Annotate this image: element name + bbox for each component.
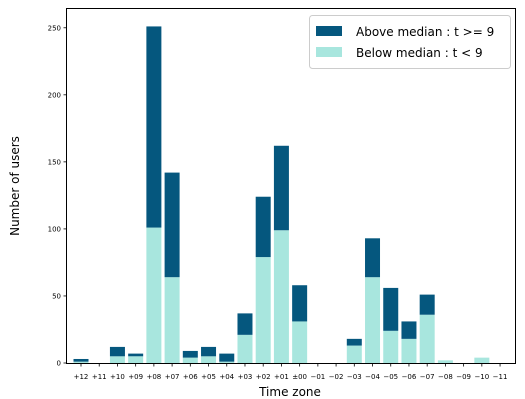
bar-above-median-m05 <box>383 287 399 331</box>
x-tick-label-pm00: ±00 <box>292 373 307 381</box>
x-axis-label: Time zone <box>258 385 321 399</box>
x-tick-label-m08: −08 <box>438 373 453 381</box>
y-tick-label-150: 150 <box>48 158 61 166</box>
legend-box <box>309 15 511 69</box>
bar-above-median-pm00 <box>292 285 308 322</box>
x-tick-label-p11: +11 <box>92 373 107 381</box>
x-tick-label-m07: −07 <box>420 373 435 381</box>
bar-above-median-p03 <box>237 313 253 335</box>
bar-above-median-m04 <box>365 238 381 278</box>
bar-above-median-p12 <box>73 358 89 362</box>
bar-below-median-m10 <box>474 357 490 363</box>
x-tick-label-p03: +03 <box>238 373 253 381</box>
legend-swatch-below-median <box>316 47 342 57</box>
bar-below-median-p10 <box>109 356 125 363</box>
y-tick-label-200: 200 <box>48 91 61 99</box>
x-tick-label-m05: −05 <box>383 373 398 381</box>
bar-above-median-p06 <box>182 350 198 358</box>
bar-above-median-p04 <box>219 353 235 362</box>
bar-below-median-m08 <box>437 360 453 363</box>
y-tick-label-0: 0 <box>57 360 61 368</box>
bar-above-median-m06 <box>401 321 417 339</box>
legend-label-below-median: Below median : t < 9 <box>356 46 483 60</box>
bar-below-median-p05 <box>201 356 217 363</box>
bar-below-median-p08 <box>146 227 162 363</box>
bar-below-median-p12 <box>73 361 89 363</box>
y-tick-label-50: 50 <box>52 292 61 300</box>
bar-below-median-pm00 <box>292 321 308 363</box>
y-axis-label: Number of users <box>8 136 22 236</box>
bar-below-median-m04 <box>365 277 381 363</box>
x-tick-label-p12: +12 <box>74 373 89 381</box>
bar-above-median-m07 <box>419 294 435 315</box>
bar-above-median-m03 <box>346 338 362 346</box>
legend: Above median : t >= 9 Below median : t <… <box>309 15 511 69</box>
x-tick-label-p04: +04 <box>219 373 234 381</box>
y-tick-label-250: 250 <box>48 24 61 32</box>
legend-swatch-above-median <box>316 26 342 36</box>
x-tick-label-m03: −03 <box>347 373 362 381</box>
plot-frame <box>66 8 516 364</box>
bar-above-median-p01 <box>273 145 289 231</box>
bar-above-median-p10 <box>109 346 125 357</box>
x-tick-label-m09: −09 <box>456 373 471 381</box>
x-tick-label-p09: +09 <box>128 373 143 381</box>
x-tick-label-p08: +08 <box>146 373 161 381</box>
bar-above-median-p09 <box>128 353 144 357</box>
y-tick-label-100: 100 <box>48 225 61 233</box>
x-tick-label-p02: +02 <box>256 373 271 381</box>
x-axis: +12 +11 +10 +09 +08 +07 +06 +05 +04 +03 +02 +01 ±00−… <box>74 363 508 381</box>
x-tick-label-p06: +06 <box>183 373 198 381</box>
bars-group <box>73 26 490 363</box>
bar-below-median-p01 <box>273 230 289 363</box>
x-tick-label-p05: +05 <box>201 373 216 381</box>
bar-above-median-p05 <box>201 346 217 357</box>
bar-below-median-m07 <box>419 314 435 363</box>
x-tick-label-m04: −04 <box>365 373 380 381</box>
x-tick-label-p07: +07 <box>165 373 180 381</box>
x-tick-label-m10: −10 <box>474 373 489 381</box>
bar-above-median-p07 <box>164 172 180 278</box>
x-tick-label-m11: −11 <box>493 373 508 381</box>
bar-below-median-p09 <box>128 356 144 363</box>
bar-below-median-p02 <box>255 257 271 363</box>
bar-above-median-p02 <box>255 196 271 258</box>
x-tick-label-m06: −06 <box>402 373 417 381</box>
x-tick-label-p01: +01 <box>274 373 289 381</box>
bar-below-median-m03 <box>346 345 362 363</box>
bar-below-median-p07 <box>164 277 180 363</box>
bar-above-median-p08 <box>146 26 162 228</box>
bar-below-median-m06 <box>401 338 417 363</box>
bar-below-median-p04 <box>219 361 235 363</box>
bar-below-median-p03 <box>237 334 253 363</box>
x-tick-label-m01: −01 <box>310 373 325 381</box>
bar-below-median-p06 <box>182 357 198 363</box>
bar-below-median-m05 <box>383 330 399 363</box>
legend-label-above-median: Above median : t >= 9 <box>356 25 494 39</box>
x-tick-label-p10: +10 <box>110 373 125 381</box>
y-axis: 0 50 100 150 200 250 <box>48 24 67 368</box>
x-tick-label-m02: −02 <box>329 373 344 381</box>
